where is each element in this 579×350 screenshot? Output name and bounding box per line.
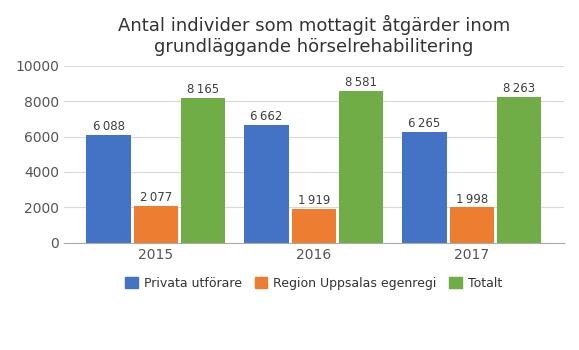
Bar: [244, 125, 288, 243]
Bar: [497, 97, 541, 243]
Legend: Privata utförare, Region Uppsalas egenregi, Totalt: Privata utförare, Region Uppsalas egenre…: [120, 272, 507, 295]
Bar: [292, 209, 336, 243]
Text: 6 088: 6 088: [93, 120, 124, 133]
Bar: [450, 207, 494, 243]
Text: 1 998: 1 998: [456, 193, 488, 205]
Text: 6 265: 6 265: [408, 117, 441, 130]
Text: 2 077: 2 077: [140, 191, 172, 204]
Bar: [339, 91, 383, 243]
Bar: [181, 98, 225, 243]
Text: 8 581: 8 581: [345, 76, 378, 89]
Bar: [86, 135, 131, 243]
Bar: [402, 132, 446, 243]
Text: 8 263: 8 263: [503, 82, 535, 95]
Text: 6 662: 6 662: [250, 110, 283, 123]
Bar: [134, 206, 178, 243]
Title: Antal individer som mottagit åtgärder inom
grundläggande hörselrehabilitering: Antal individer som mottagit åtgärder in…: [118, 15, 510, 56]
Text: 8 165: 8 165: [187, 83, 219, 97]
Text: 1 919: 1 919: [298, 194, 330, 207]
